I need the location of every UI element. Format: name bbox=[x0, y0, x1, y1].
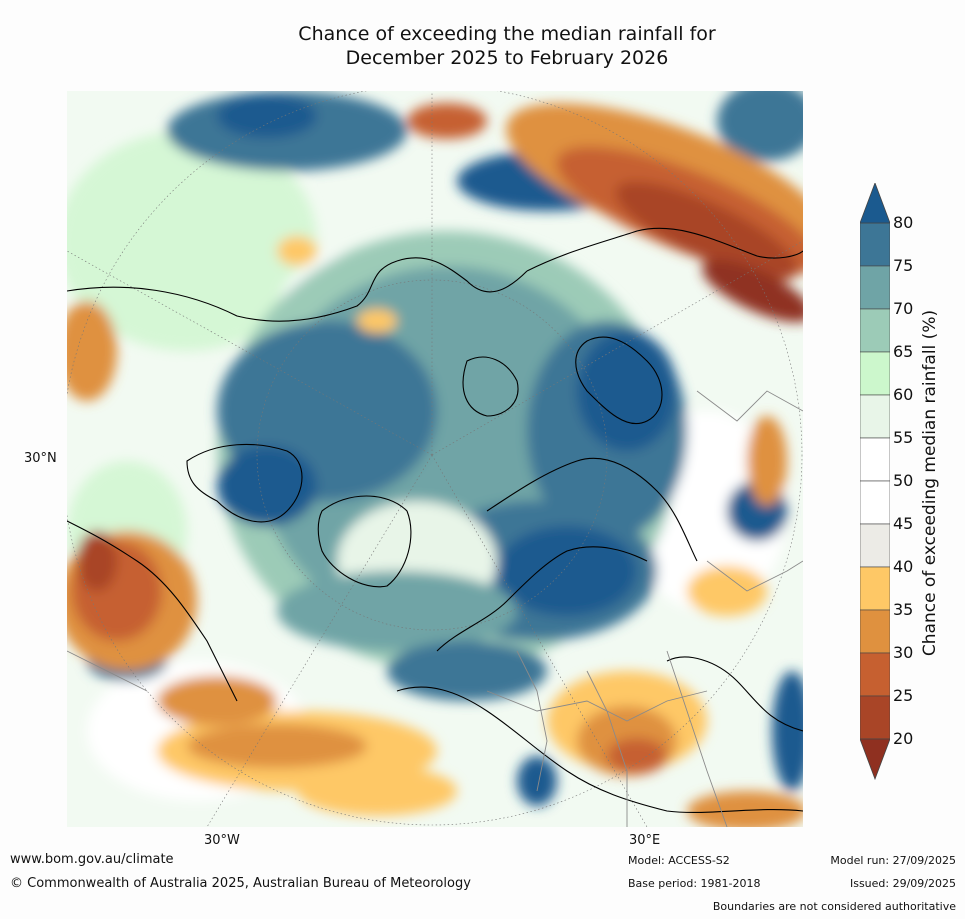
colorbar-segment-20_25 bbox=[860, 695, 890, 740]
colorbar-upper-extension bbox=[860, 183, 890, 224]
colorbar-segment-40_45 bbox=[860, 523, 890, 568]
footer-model: Model: ACCESS-S2 bbox=[628, 854, 730, 867]
graticule bbox=[67, 91, 803, 827]
colorbar-title: Chance of exceeding median rainfall (%) bbox=[920, 309, 940, 657]
country-borders bbox=[67, 390, 803, 827]
footer-model-run: Model run: 27/09/2025 bbox=[830, 854, 956, 867]
coastlines bbox=[67, 227, 803, 813]
colorbar-segment-70_75 bbox=[860, 265, 890, 310]
colorbar-tick-60: 60 bbox=[893, 385, 914, 404]
title-line-1: Chance of exceeding the median rainfall … bbox=[298, 23, 716, 45]
colorbar-segment-65_70 bbox=[860, 308, 890, 353]
colorbar-tick-35: 35 bbox=[893, 600, 914, 619]
colorbar-tick-20: 20 bbox=[893, 729, 914, 748]
colorbar-segment-75_80 bbox=[860, 222, 890, 267]
chart-title: Chance of exceeding the median rainfall … bbox=[0, 22, 965, 70]
colorbar-segment-60_65 bbox=[860, 351, 890, 396]
colorbar-lower-extension bbox=[860, 738, 890, 781]
colorbar-tick-50: 50 bbox=[893, 471, 914, 490]
map-svg bbox=[67, 91, 803, 827]
colorbar bbox=[860, 183, 890, 781]
colorbar-tick-65: 65 bbox=[893, 342, 914, 361]
colorbar-segment-55_60 bbox=[860, 394, 890, 439]
colorbar-segment-25_30 bbox=[860, 652, 890, 697]
colorbar-segment-50_55 bbox=[860, 437, 890, 482]
colorbar-tick-75: 75 bbox=[893, 256, 914, 275]
footer-disclaimer: Boundaries are not considered authoritat… bbox=[712, 900, 956, 913]
colorbar-tick-45: 45 bbox=[893, 514, 914, 533]
colorbar-tick-55: 55 bbox=[893, 428, 914, 447]
lon-label-30e: 30°E bbox=[629, 833, 661, 848]
colorbar-tick-80: 80 bbox=[893, 213, 914, 232]
colorbar-tick-40: 40 bbox=[893, 557, 914, 576]
footer-base-period: Base period: 1981-2018 bbox=[628, 877, 761, 890]
colorbar-segment-35_40 bbox=[860, 566, 890, 611]
polar-rainfall-map bbox=[67, 91, 803, 827]
colorbar-tick-25: 25 bbox=[893, 686, 914, 705]
colorbar-tick-70: 70 bbox=[893, 299, 914, 318]
colorbar-segment-30_35 bbox=[860, 609, 890, 654]
footer-url: www.bom.gov.au/climate bbox=[10, 852, 174, 867]
colorbar-segment-45_50 bbox=[860, 480, 890, 525]
footer-issued: Issued: 29/09/2025 bbox=[849, 877, 956, 890]
lon-label-30w: 30°W bbox=[204, 833, 240, 848]
rainfall-fields bbox=[67, 91, 803, 827]
footer-copyright: © Commonwealth of Australia 2025, Austra… bbox=[10, 876, 471, 891]
colorbar-segments bbox=[860, 222, 890, 740]
lat-label-30n: 30°N bbox=[24, 451, 57, 466]
title-line-2: December 2025 to February 2026 bbox=[345, 47, 669, 69]
colorbar-tick-30: 30 bbox=[893, 643, 914, 662]
